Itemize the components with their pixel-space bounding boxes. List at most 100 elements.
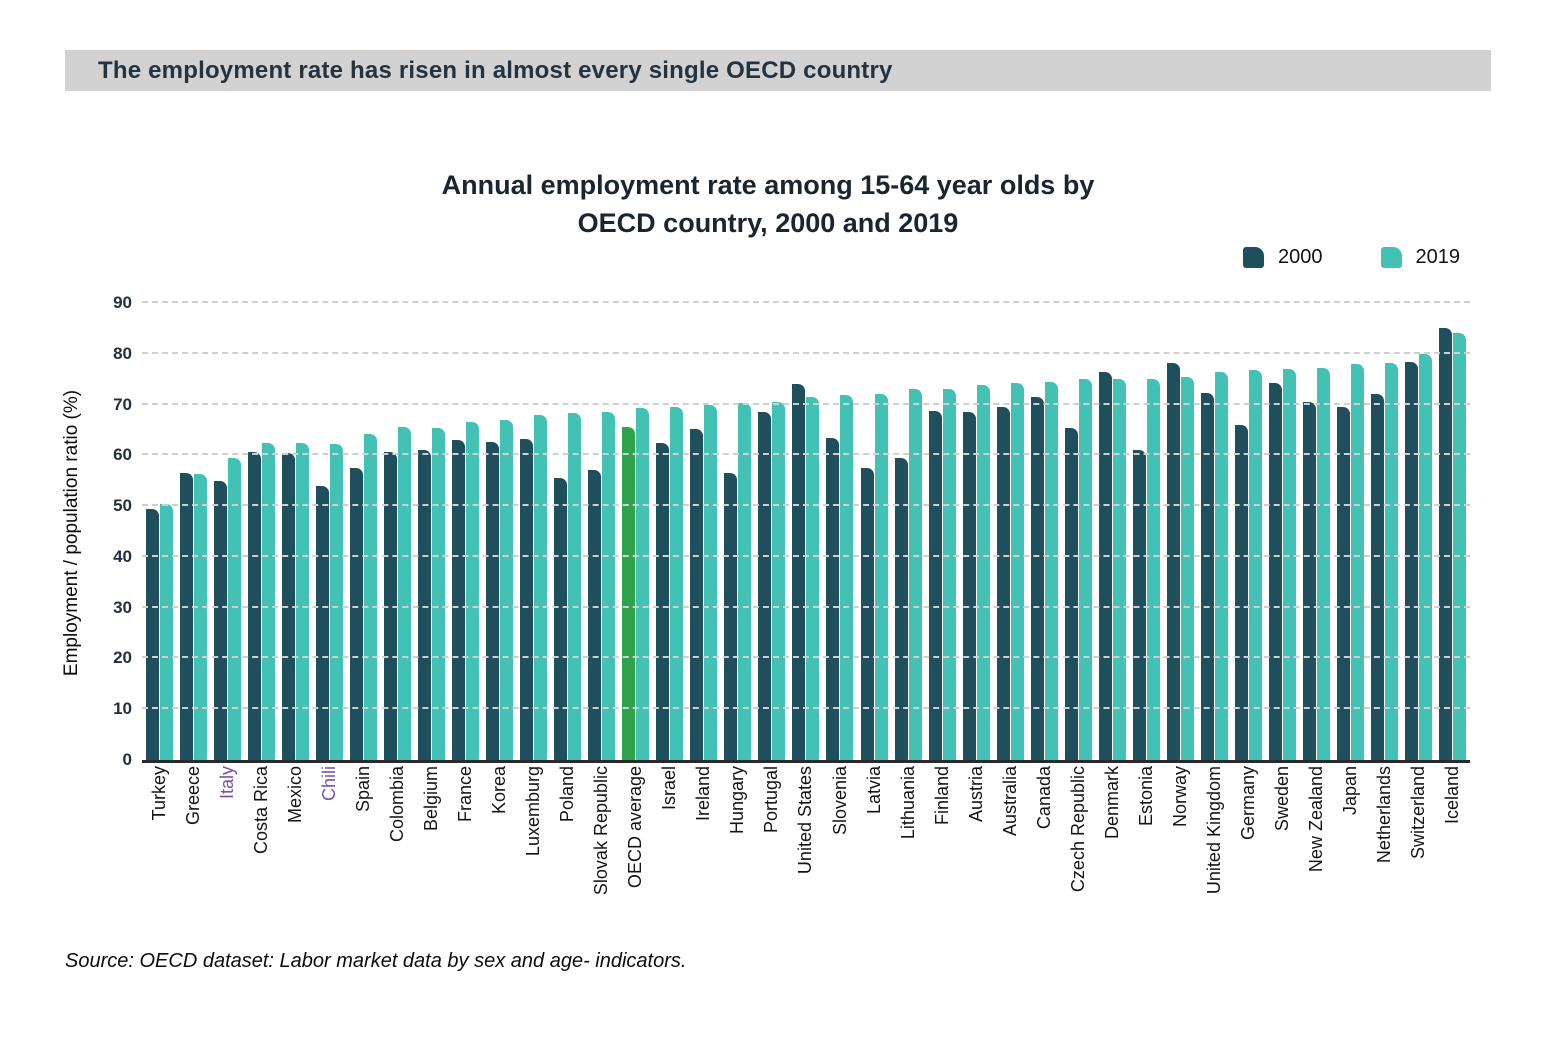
x-label-cell: Hungary (721, 766, 755, 895)
bar-2000 (894, 457, 908, 760)
x-axis-label: Finland (931, 766, 952, 826)
legend: 2000 2019 (1243, 246, 1460, 269)
bar-2000 (213, 480, 227, 760)
gridline (142, 605, 1470, 608)
bar-group (176, 303, 210, 760)
x-label-cell: United States (789, 766, 823, 895)
legend-swatch-2000-icon (1243, 247, 1264, 268)
x-label-cell: Germany (1232, 766, 1266, 895)
gridline (142, 554, 1470, 557)
x-axis-label: Belgium (420, 766, 441, 832)
bar-2000 (1405, 362, 1419, 760)
y-tick-label: 80 (113, 343, 132, 363)
bar-group (1334, 303, 1368, 760)
bar-group (993, 303, 1027, 760)
bar-2019 (1078, 379, 1092, 760)
bar-group (414, 303, 448, 760)
bar-2000 (1371, 393, 1385, 760)
bar-group (346, 303, 380, 760)
x-axis-labels: Turkey Greece Italy Costa Rica Mexico Chili Sp… (142, 766, 1470, 895)
bar-group (244, 303, 278, 760)
y-tick-label: 0 (122, 750, 132, 769)
bar-2000 (1337, 407, 1351, 760)
y-tick-label: 10 (113, 699, 132, 719)
x-label-cell: Czech Republic (1061, 766, 1095, 895)
bar-group (755, 303, 789, 760)
bar-2000 (758, 412, 772, 760)
bar-2019 (772, 402, 786, 760)
bar-2000 (315, 485, 329, 760)
bar-group (925, 303, 959, 760)
x-axis-label: Turkey (148, 766, 169, 821)
x-label-cell: Portugal (755, 766, 789, 895)
x-label-cell: Sweden (1266, 766, 1300, 895)
chart-title: Annual employment rate among 15-64 year … (0, 166, 1536, 242)
x-label-cell: Canada (1027, 766, 1061, 895)
x-label-cell: New Zealand (1300, 766, 1334, 895)
bar-group (653, 303, 687, 760)
bar-group (687, 303, 721, 760)
x-label-cell: Slovenia (823, 766, 857, 895)
bar-group (823, 303, 857, 760)
bar-group (1266, 303, 1300, 760)
bar-2000 (1269, 383, 1283, 760)
x-axis-label: Netherlands (1374, 766, 1395, 864)
x-axis-label: France (455, 766, 475, 823)
x-axis-label: Slovenia (829, 766, 850, 836)
source-note: Source: OECD dataset: Labor market data … (65, 950, 687, 972)
x-axis-label: Germany (1238, 766, 1259, 841)
bar-group (1402, 303, 1436, 760)
x-axis-label: Mexico (284, 766, 305, 824)
bar-2019 (908, 389, 922, 760)
x-axis-label: Lithuania (897, 766, 918, 840)
bar-2000 (145, 508, 159, 760)
gridline (142, 707, 1470, 710)
bar-group (1368, 303, 1402, 760)
bar-2000 (1235, 424, 1249, 760)
x-axis-label: Norway (1169, 766, 1190, 828)
bar-group (1232, 303, 1266, 760)
x-axis-label: Hungary (727, 766, 748, 835)
bar-group (857, 303, 891, 760)
bar-group (312, 303, 346, 760)
bar-2019 (1249, 369, 1263, 760)
x-axis-label: Austria (965, 766, 986, 823)
bar-2019 (363, 434, 377, 760)
bar-group (789, 303, 823, 760)
header-strip: The employment rate has risen in almost … (65, 50, 1491, 91)
x-axis-label: Israel (659, 766, 680, 811)
bar-group (1027, 303, 1061, 760)
legend-swatch-2019-icon (1380, 247, 1402, 268)
x-axis-label: New Zealand (1306, 766, 1327, 873)
bar-2000 (1030, 396, 1044, 760)
x-label-cell: Poland (551, 766, 585, 895)
bar-2019 (840, 394, 854, 760)
x-label-cell: Mexico (278, 766, 312, 895)
bar-2000 (1303, 402, 1317, 760)
y-axis-title: Employment / population ratio (%) (61, 389, 82, 677)
x-label-cell: Ireland (687, 766, 721, 895)
bar-2000 (860, 468, 874, 760)
x-label-cell: Italy (210, 766, 244, 895)
x-axis-label: Latvia (863, 766, 884, 815)
bar-2000 (554, 478, 568, 760)
bar-2019 (227, 457, 241, 760)
x-axis-label: Sweden (1272, 766, 1293, 832)
x-axis-label: Czech Republic (1067, 766, 1088, 893)
bar-2019 (431, 427, 445, 760)
bar-2019 (1385, 363, 1399, 760)
bar-group (210, 303, 244, 760)
bar-2019 (159, 503, 173, 760)
bar-2019 (704, 404, 718, 760)
bar-group (482, 303, 516, 760)
bar-2019 (465, 422, 479, 760)
x-axis-label: Switzerland (1408, 766, 1429, 860)
bar-2000 (349, 468, 363, 760)
header-title: The employment rate has risen in almost … (98, 56, 893, 84)
bar-2000 (1098, 371, 1112, 760)
gridline (142, 301, 1470, 303)
x-label-cell: France (448, 766, 482, 895)
y-tick-label: 50 (113, 496, 132, 516)
x-axis-label: Estonia (1135, 766, 1156, 827)
x-label-cell: Israel (653, 766, 687, 895)
